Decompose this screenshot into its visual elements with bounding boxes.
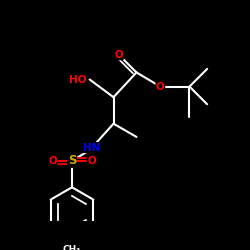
Text: S: S xyxy=(68,154,76,167)
Text: CH₃: CH₃ xyxy=(63,245,81,250)
Text: HO: HO xyxy=(69,74,86,85)
Text: O: O xyxy=(114,50,123,60)
Text: O: O xyxy=(48,156,57,166)
Text: O: O xyxy=(87,156,96,166)
Text: O: O xyxy=(156,82,165,92)
Text: HN: HN xyxy=(83,142,100,152)
